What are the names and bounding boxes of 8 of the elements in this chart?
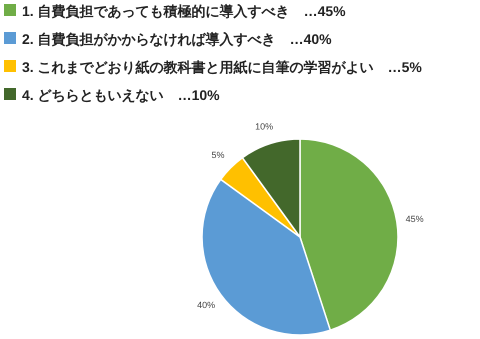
- data-label: 45%: [406, 214, 424, 224]
- legend-label: 1. 自費負担であっても積極的に導入すべき …45%: [22, 3, 346, 19]
- legend-label: 4. どちらともいえない …10%: [22, 87, 220, 103]
- data-label: 10%: [255, 122, 274, 132]
- legend-label: 3. これまでどおり紙の教科書と用紙に自筆の学習がよい …5%: [22, 59, 422, 75]
- data-label: 40%: [197, 300, 216, 310]
- data-label: 5%: [211, 150, 224, 160]
- legend-label: 2. 自費負担がかからなければ導入すべき …40%: [22, 31, 332, 47]
